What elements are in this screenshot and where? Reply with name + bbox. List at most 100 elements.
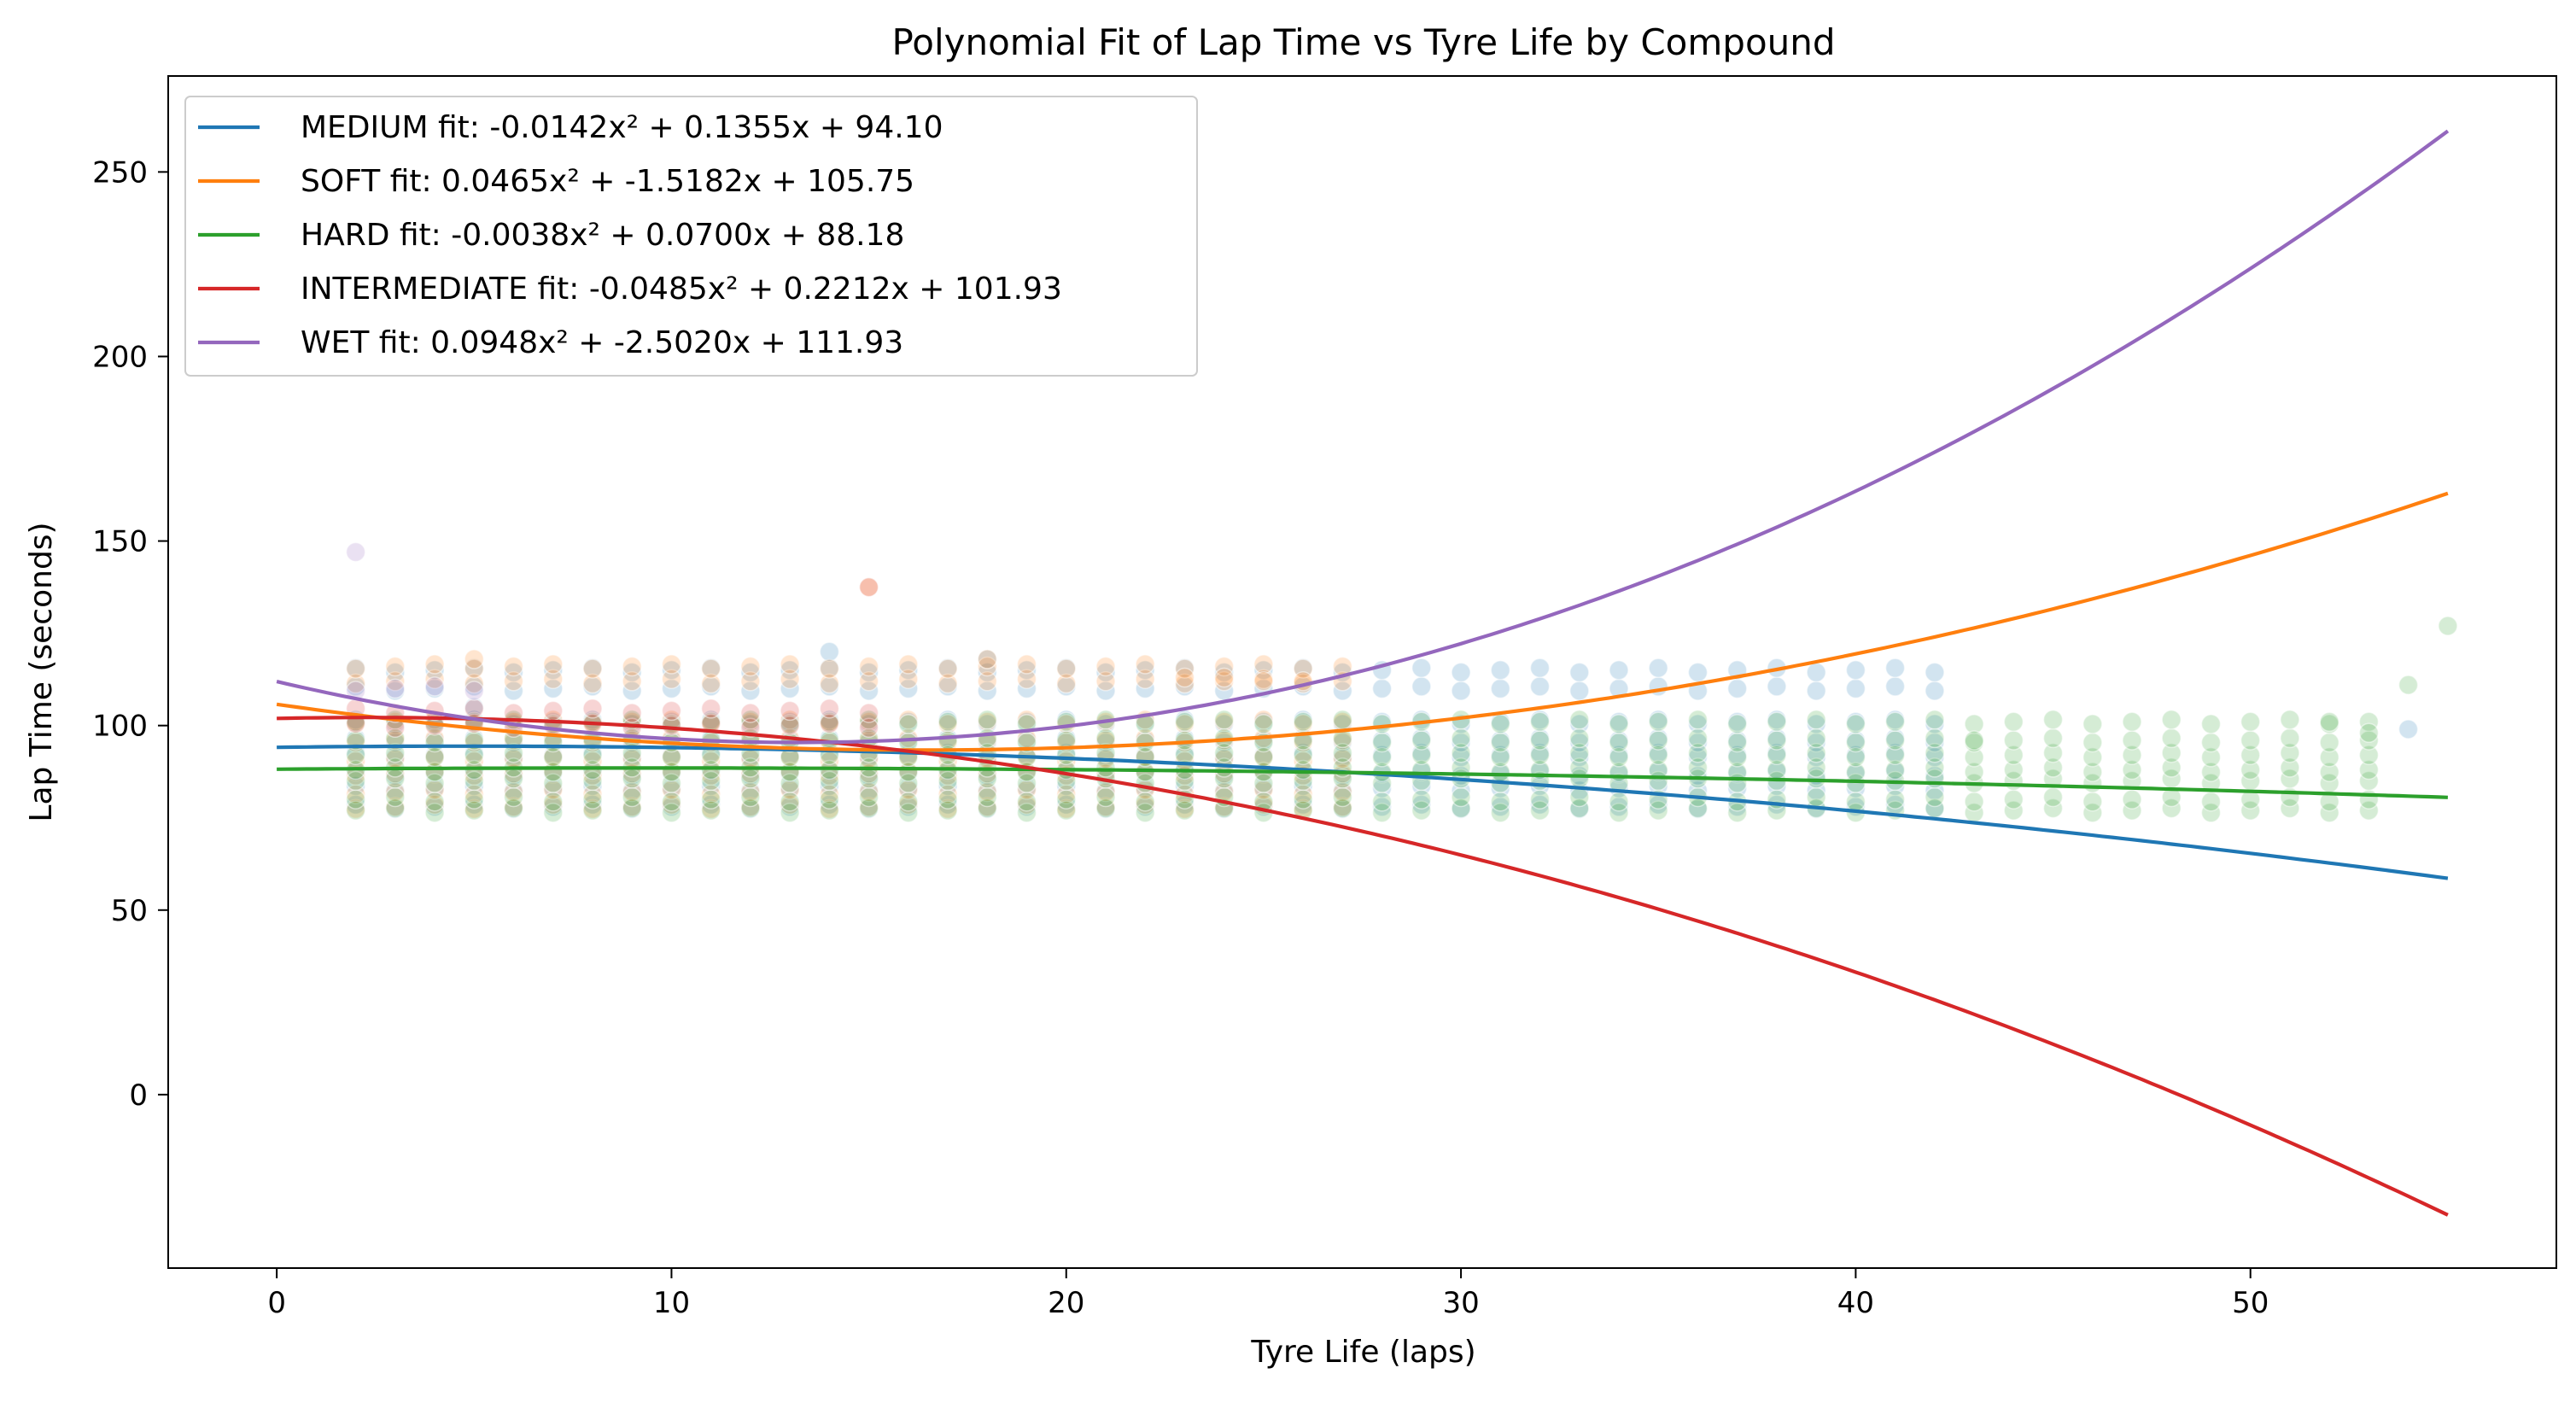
scatter-point bbox=[1056, 673, 1077, 694]
scatter-point bbox=[938, 800, 958, 821]
scatter-point bbox=[1884, 745, 1906, 765]
scatter-point bbox=[1490, 678, 1511, 699]
scatter-point bbox=[1925, 710, 1945, 730]
scatter-point bbox=[2122, 770, 2142, 792]
scatter-point bbox=[424, 791, 445, 812]
scatter-point bbox=[661, 791, 682, 812]
scatter-point bbox=[2200, 802, 2222, 823]
scatter-point bbox=[1016, 669, 1037, 689]
scatter-point bbox=[345, 673, 366, 694]
fit-line-soft bbox=[276, 491, 2449, 752]
scatter-point bbox=[2358, 711, 2380, 733]
scatter-point bbox=[622, 786, 642, 808]
scatter-point bbox=[1332, 742, 1353, 763]
scatter-point bbox=[1490, 791, 1511, 812]
fit-line-hard bbox=[277, 766, 2448, 799]
scatter-point bbox=[1451, 728, 1471, 749]
scatter-point bbox=[780, 773, 800, 793]
scatter-point bbox=[1095, 671, 1116, 692]
scatter-point bbox=[898, 802, 919, 823]
scatter-point bbox=[898, 669, 919, 689]
scatter-point bbox=[1569, 786, 1590, 808]
y-axis-label: Lap Time (seconds) bbox=[24, 522, 59, 821]
scatter-point bbox=[2161, 728, 2182, 749]
scatter-point bbox=[2042, 742, 2064, 763]
scatter-point bbox=[819, 800, 840, 821]
scatter-point bbox=[977, 786, 998, 808]
scatter-point bbox=[2200, 762, 2222, 782]
scatter-point bbox=[622, 671, 642, 692]
scatter-point bbox=[385, 678, 406, 699]
scatter-point bbox=[1964, 747, 1984, 768]
scatter-point bbox=[1174, 667, 1195, 688]
scatter-point bbox=[345, 789, 366, 810]
scatter-point bbox=[385, 656, 406, 677]
scatter-point bbox=[1411, 658, 1432, 678]
scatter-point bbox=[1016, 802, 1037, 823]
scatter-point bbox=[1253, 710, 1274, 730]
scatter-point bbox=[1056, 800, 1077, 821]
scatter-point bbox=[858, 798, 879, 819]
scatter-point bbox=[2319, 762, 2339, 782]
scatter-point bbox=[1056, 658, 1077, 679]
scatter-point bbox=[1213, 656, 1235, 677]
scatter-point bbox=[1332, 710, 1353, 730]
scatter-point bbox=[1293, 745, 1313, 765]
scatter-point bbox=[1648, 759, 1668, 780]
scatter-point bbox=[1648, 745, 1668, 765]
scatter-point bbox=[2200, 747, 2222, 768]
scatter-point bbox=[2280, 742, 2300, 763]
legend-label-hard: HARD fit: -0.0038x² + 0.0700x + 88.18 bbox=[301, 218, 904, 253]
scatter-point bbox=[2003, 730, 2024, 751]
scatter-point bbox=[1884, 711, 1906, 733]
scatter-point bbox=[1964, 791, 1984, 812]
scatter-point bbox=[1806, 714, 1826, 734]
scatter-point bbox=[1726, 802, 1748, 823]
scatter-point bbox=[1095, 656, 1116, 677]
scatter-point bbox=[898, 791, 919, 812]
scatter-point bbox=[1174, 711, 1195, 733]
scatter-point bbox=[898, 654, 919, 675]
scatter-point bbox=[977, 798, 998, 819]
scatter-point bbox=[2082, 732, 2103, 753]
scatter-point bbox=[543, 669, 564, 689]
scatter-point bbox=[661, 654, 682, 675]
scatter-point bbox=[2280, 728, 2300, 749]
scatter-point bbox=[1569, 728, 1590, 749]
scatter-point bbox=[424, 773, 445, 793]
scatter-point bbox=[2003, 711, 2024, 733]
scatter-point bbox=[464, 770, 485, 792]
x-tick-label: 30 bbox=[1442, 1286, 1479, 1320]
scatter-point bbox=[1411, 789, 1432, 810]
scatter-point bbox=[582, 658, 603, 679]
legend-label-medium: MEDIUM fit: -0.0142x² + 0.1355x + 94.10 bbox=[301, 110, 943, 145]
scatter-point bbox=[2161, 710, 2182, 730]
scatter-point bbox=[780, 669, 800, 689]
scatter-point bbox=[1095, 786, 1116, 808]
scatter-point bbox=[1609, 791, 1629, 812]
scatter-point bbox=[661, 669, 682, 689]
scatter-point bbox=[1806, 710, 1826, 730]
scatter-point bbox=[385, 742, 406, 763]
scatter-point bbox=[1884, 730, 1906, 751]
scatter-point bbox=[2358, 770, 2380, 792]
scatter-point bbox=[1925, 681, 1945, 701]
fit-line-wet bbox=[276, 129, 2450, 745]
scatter-point bbox=[1332, 798, 1353, 819]
scatter-point bbox=[1451, 662, 1471, 683]
scatter-point bbox=[1964, 762, 1984, 782]
scatter-point bbox=[1964, 730, 1984, 751]
y-tick-label: 250 bbox=[92, 155, 148, 190]
scatter-point bbox=[1609, 802, 1629, 823]
x-tick-label: 20 bbox=[1048, 1286, 1084, 1320]
scatter-point bbox=[2161, 742, 2182, 763]
scatter-point bbox=[2122, 759, 2142, 780]
scatter-point bbox=[700, 658, 721, 679]
scatter-point bbox=[1569, 798, 1590, 819]
scatter-point bbox=[622, 798, 642, 819]
scatter-point bbox=[464, 649, 485, 669]
scatter-point bbox=[2042, 710, 2064, 730]
scatter-point bbox=[1135, 802, 1155, 823]
y-tick-label: 0 bbox=[129, 1079, 148, 1113]
scatter-point bbox=[1845, 660, 1866, 681]
